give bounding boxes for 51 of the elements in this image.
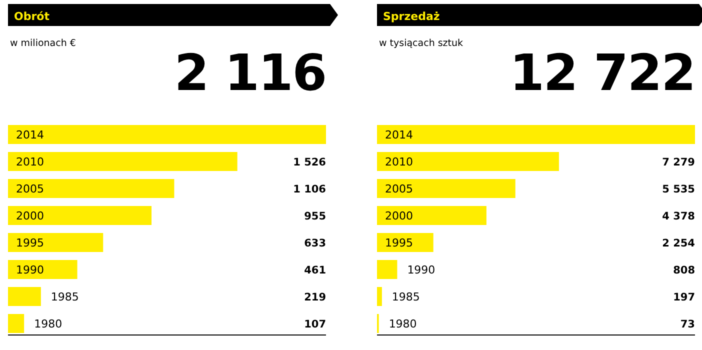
data-label: 955 bbox=[304, 210, 326, 222]
y-tick-label: 1990 bbox=[16, 264, 44, 276]
data-label: 197 bbox=[673, 292, 695, 304]
bar bbox=[8, 179, 174, 198]
chart-title: Sprzedaż bbox=[383, 10, 440, 23]
bar bbox=[8, 260, 78, 279]
chart-subtitle: w tysiącach sztuk bbox=[379, 38, 464, 49]
data-label: 633 bbox=[304, 238, 326, 250]
bar bbox=[8, 287, 41, 306]
y-tick-label: 1980 bbox=[388, 318, 417, 330]
data-label: 808 bbox=[673, 264, 695, 276]
bar bbox=[8, 152, 238, 171]
chart-title: Obrót bbox=[14, 10, 50, 23]
data-label: 461 bbox=[304, 264, 326, 276]
data-label: 2 254 bbox=[662, 238, 695, 250]
bar bbox=[377, 206, 486, 225]
bar bbox=[377, 287, 382, 306]
bar bbox=[8, 125, 326, 144]
bar bbox=[377, 233, 434, 252]
chart-subtitle: w milionach € bbox=[10, 38, 76, 49]
data-label: 73 bbox=[680, 318, 695, 330]
bar bbox=[377, 152, 559, 171]
bar bbox=[377, 179, 516, 198]
data-label: 1 526 bbox=[293, 156, 326, 168]
y-tick-label: 2014 bbox=[16, 128, 44, 142]
text: 2 116 bbox=[174, 44, 326, 102]
bar bbox=[8, 314, 24, 333]
y-tick-label: 2010 bbox=[385, 156, 413, 168]
data-label: 219 bbox=[304, 292, 326, 304]
y-tick-label: 2005 bbox=[16, 182, 44, 196]
y-tick-label: 2014 bbox=[385, 128, 413, 142]
data-label: 1 106 bbox=[293, 184, 326, 196]
data-label: 107 bbox=[304, 318, 326, 330]
y-tick-label: 2010 bbox=[16, 156, 44, 168]
bar bbox=[8, 233, 104, 252]
y-tick-label: 1990 bbox=[407, 264, 436, 276]
y-tick-label: 1995 bbox=[16, 236, 44, 250]
data-label: 7 279 bbox=[662, 156, 695, 168]
y-tick-label: 1985 bbox=[392, 290, 420, 304]
bar bbox=[377, 260, 398, 279]
y-tick-label: 2000 bbox=[385, 210, 413, 222]
bar bbox=[8, 206, 152, 225]
data-label: 5 535 bbox=[662, 184, 695, 196]
data-label: 4 378 bbox=[662, 210, 695, 222]
y-tick-label: 2000 bbox=[16, 210, 44, 222]
text: 12 722 bbox=[510, 44, 695, 102]
bar bbox=[377, 125, 695, 144]
y-tick-label: 2005 bbox=[385, 182, 413, 196]
y-tick-label: 1985 bbox=[50, 290, 79, 304]
y-tick-label: 1995 bbox=[385, 236, 413, 250]
y-tick-label: 1980 bbox=[34, 318, 62, 330]
